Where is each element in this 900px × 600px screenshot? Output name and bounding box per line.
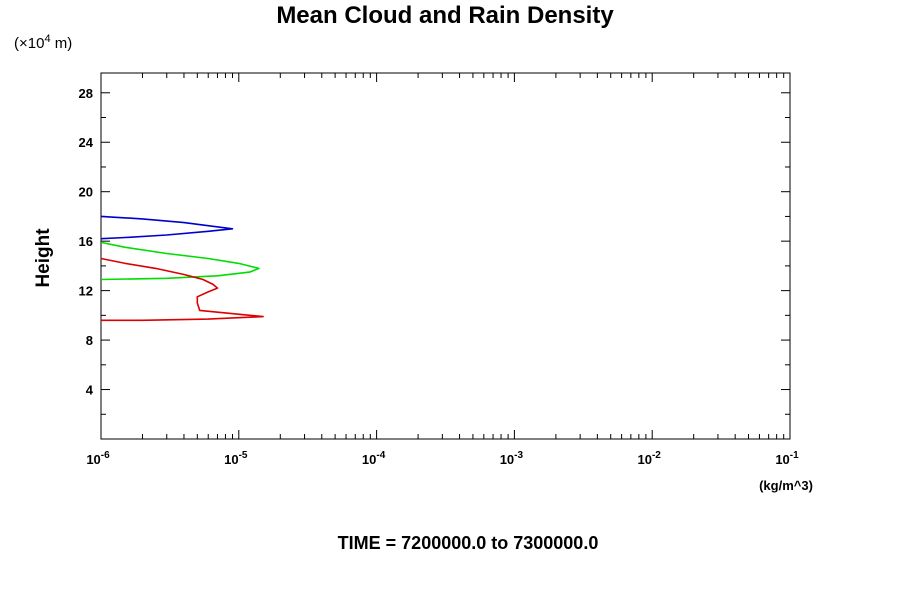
series-layer bbox=[100, 215, 264, 322]
y-tick-label: 12 bbox=[79, 284, 93, 299]
x-tick-label: 10-3 bbox=[500, 450, 524, 467]
series-line-3 bbox=[100, 257, 264, 322]
time-range-label: TIME = 7200000.0 to 7300000.0 bbox=[338, 533, 599, 553]
x-tick-exponent: -4 bbox=[376, 450, 385, 461]
x-tick-exponent: -6 bbox=[101, 450, 110, 461]
y-tick-label: 28 bbox=[79, 86, 93, 101]
x-tick-label: 10-5 bbox=[224, 450, 248, 467]
y-scale-prefix: (×10 bbox=[14, 35, 44, 52]
x-tick-exponent: -3 bbox=[514, 450, 523, 461]
x-tick-exponent: -2 bbox=[652, 450, 661, 461]
x-tick-base: 10 bbox=[500, 452, 514, 467]
x-tick-base: 10 bbox=[775, 452, 789, 467]
x-tick-label: 10-4 bbox=[362, 450, 386, 467]
x-tick-base: 10 bbox=[362, 452, 376, 467]
x-tick-base: 10 bbox=[638, 452, 652, 467]
series-line-1 bbox=[100, 215, 234, 240]
x-unit-label: (kg/m^3) bbox=[759, 478, 813, 493]
x-tick-label: 10-2 bbox=[638, 450, 662, 467]
y-tick-label: 24 bbox=[79, 135, 94, 150]
x-tick-exponent: -1 bbox=[790, 450, 799, 461]
y-axis-ticks: 4 8 12 16 20 24 28 bbox=[79, 86, 790, 415]
y-tick-label: 4 bbox=[86, 383, 94, 398]
y-axis-label: Height bbox=[33, 228, 54, 288]
chart-title: Mean Cloud and Rain Density bbox=[276, 2, 614, 29]
y-scale-unit: m) bbox=[51, 35, 73, 52]
y-tick-label: 8 bbox=[86, 333, 93, 348]
y-tick-label: 20 bbox=[79, 185, 93, 200]
plot-frame bbox=[100, 72, 791, 440]
x-tick-exponent: -5 bbox=[239, 450, 248, 461]
x-axis-ticks: 10-6 10-5 10-4 10-3 10-2 10-1 bbox=[86, 73, 799, 467]
y-tick-label: 16 bbox=[79, 234, 93, 249]
x-tick-base: 10 bbox=[224, 452, 238, 467]
x-tick-base: 10 bbox=[86, 452, 100, 467]
x-tick-label: 10-6 bbox=[86, 450, 110, 467]
x-tick-label: 10-1 bbox=[775, 450, 799, 467]
y-scale-exponent: 4 bbox=[44, 33, 50, 45]
y-scale-label: (×104 m) bbox=[14, 33, 72, 52]
